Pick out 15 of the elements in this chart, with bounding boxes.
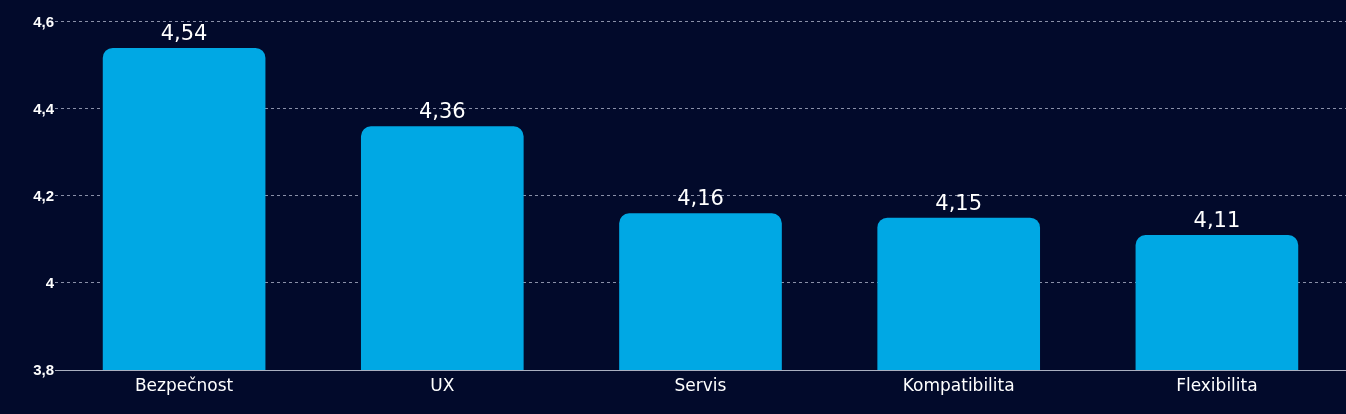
data-label: 4,15: [935, 190, 983, 215]
y-tick-label: 4,2: [33, 187, 54, 205]
x-tick-label: Bezpečnost: [134, 375, 234, 396]
y-tick-label: 3,8: [33, 361, 54, 379]
x-tick-label: UX: [430, 375, 455, 396]
y-tick-label: 4,6: [33, 13, 54, 31]
x-tick-label: Kompatibilita: [902, 375, 1015, 396]
y-tick-label: 4,4: [33, 100, 55, 118]
x-tick-label: Flexibilita: [1176, 375, 1258, 396]
y-tick-label: 4: [45, 274, 55, 292]
data-label: 4,16: [677, 186, 724, 211]
data-label: 4,36: [418, 99, 466, 124]
data-label: 4,11: [1193, 208, 1241, 233]
data-label: 4,54: [160, 20, 208, 45]
x-tick-label: Servis: [674, 375, 727, 396]
